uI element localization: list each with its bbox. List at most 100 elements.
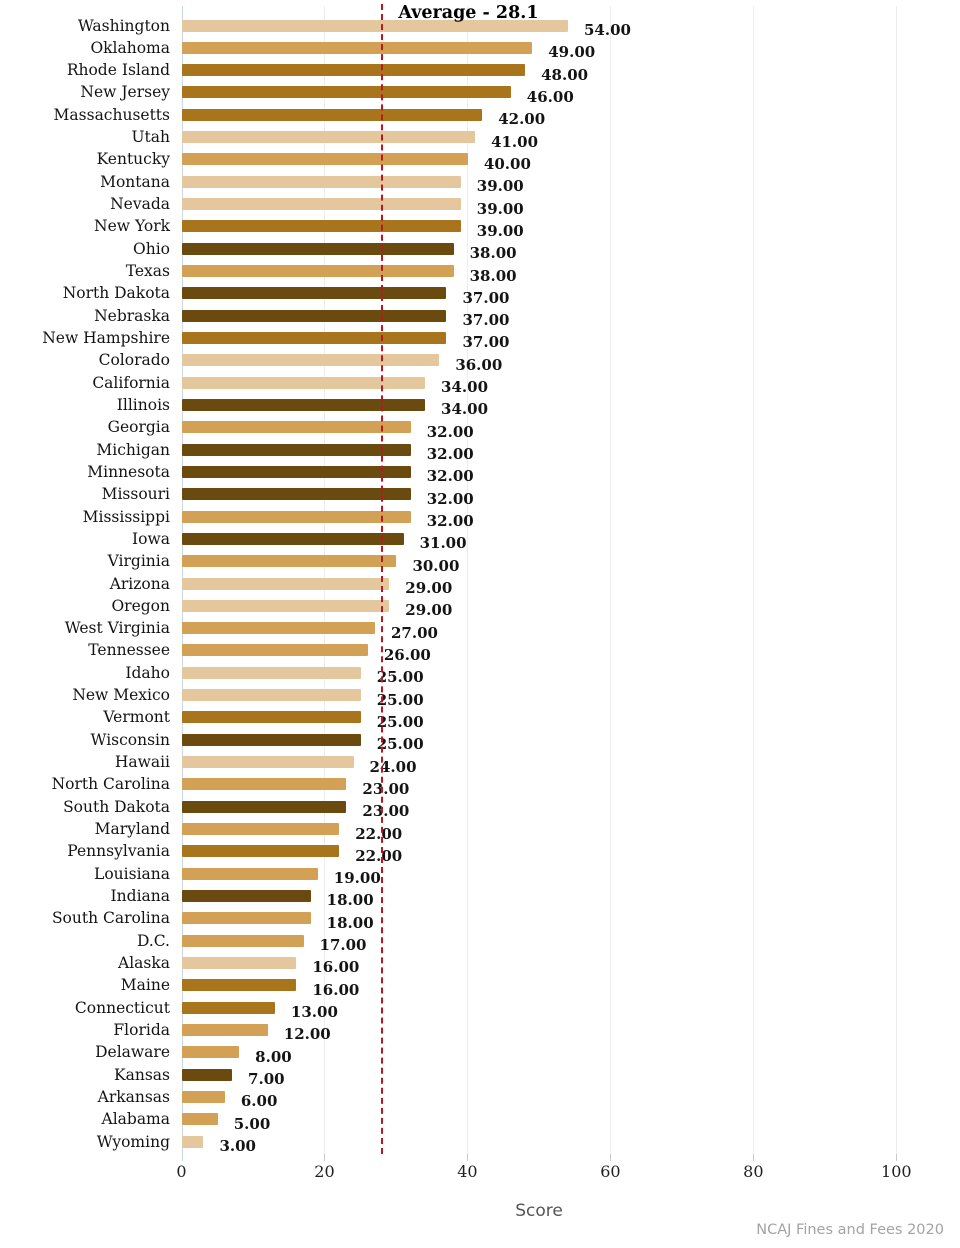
bar [182,86,511,99]
bar [182,956,297,969]
y-axis-label: Tennessee [88,641,170,660]
bar [182,331,447,344]
y-axis-label: Nebraska [94,306,170,325]
bar-value-label: 39.00 [476,221,524,240]
bar [182,644,368,657]
source-caption: NCAJ Fines and Fees 2020 [756,1222,944,1238]
bar-value-label: 23.00 [362,779,410,798]
y-axis-label: Massachusetts [53,105,170,124]
x-tick-mark [610,1154,612,1161]
bar [182,421,411,434]
y-axis-label: Georgia [107,418,170,437]
bar [182,912,311,925]
bar-value-label: 49.00 [548,43,596,62]
y-axis-label: Nevada [110,195,170,214]
y-axis-label: New Mexico [72,686,170,705]
x-tick-label: 40 [457,1162,478,1181]
bar [182,711,361,724]
y-axis-label: North Carolina [51,775,170,794]
y-axis-label: Ohio [133,239,170,258]
bar [182,398,426,411]
bar-value-label: 34.00 [441,400,489,419]
bar-value-label: 32.00 [426,445,474,464]
bar-value-label: 12.00 [283,1025,331,1044]
bar-value-label: 29.00 [405,601,453,620]
y-axis-label: Kansas [114,1065,170,1084]
y-axis-label: Mississippi [82,507,170,526]
gridline [610,6,612,1154]
bar [182,287,447,300]
bar-value-label: 17.00 [319,936,367,955]
y-axis-label: Kentucky [96,150,170,169]
bar-value-label: 36.00 [455,355,503,374]
gridline [896,6,898,1154]
bar [182,41,533,54]
bar [182,265,454,278]
y-axis-label: South Dakota [63,797,170,816]
bar-value-label: 16.00 [312,958,360,977]
y-axis-label: Washington [77,16,170,35]
bar [182,599,390,612]
bar [182,577,390,590]
bar-value-label: 31.00 [419,534,467,553]
y-axis-label: Idaho [125,663,170,682]
bar [182,153,468,166]
bar-value-label: 26.00 [383,645,431,664]
y-axis-label: North Dakota [62,284,170,303]
bar-value-label: 54.00 [583,21,631,39]
bar [182,622,375,635]
bar [182,1001,275,1014]
bar-value-label: 32.00 [426,512,474,531]
y-axis-label: Missouri [101,485,170,504]
average-annotation: Average - 28.1 [398,3,539,23]
y-axis-label: Alaska [118,953,170,972]
y-axis-label: Florida [113,1020,170,1039]
gridline [467,6,469,1154]
bar-value-label: 32.00 [426,489,474,508]
bar-value-label: 22.00 [355,846,403,865]
bar-value-label: 32.00 [426,422,474,441]
y-axis-label: Vermont [103,708,170,727]
bar [182,778,347,791]
bar-value-label: 18.00 [326,913,374,932]
bar [182,175,461,188]
y-axis-label: Connecticut [74,998,170,1017]
bar-value-label: 7.00 [248,1070,285,1089]
y-axis-label: Delaware [95,1043,170,1062]
bar-value-label: 30.00 [412,556,460,575]
bar-value-label: 25.00 [376,690,424,709]
y-axis-label: D.C. [136,931,170,950]
bar-value-label: 25.00 [376,668,424,687]
bar [182,1113,218,1126]
bar-value-label: 18.00 [326,891,374,910]
y-axis-label: Maine [120,976,170,995]
y-axis-label: Oregon [111,596,170,615]
x-tick-mark [324,1154,326,1161]
bar-value-label: 38.00 [469,244,517,263]
bar [182,532,404,545]
bar [182,733,361,746]
bar-value-label: 6.00 [240,1092,278,1111]
x-tick-mark [753,1154,755,1161]
bar-value-label: 46.00 [526,87,574,106]
bar [182,823,340,836]
bar [182,376,426,389]
bar-value-label: 25.00 [376,735,424,754]
x-axis-title: Score [515,1201,563,1221]
bar-value-label: 22.00 [355,824,403,843]
x-tick-label: 0 [176,1162,187,1181]
bar-value-label: 13.00 [290,1003,338,1022]
y-axis-label: New York [94,217,170,236]
bar-value-label: 27.00 [390,623,438,642]
y-axis-label: Illinois [116,395,170,414]
bar [182,309,447,322]
y-axis-label: Minnesota [87,462,170,481]
bar [182,510,411,523]
bar [182,845,340,858]
y-axis-label: Indiana [110,886,170,905]
bar-value-label: 48.00 [541,65,589,84]
y-axis-label: New Jersey [80,83,170,102]
y-axis-label: Arizona [109,574,170,593]
bar [182,555,397,568]
